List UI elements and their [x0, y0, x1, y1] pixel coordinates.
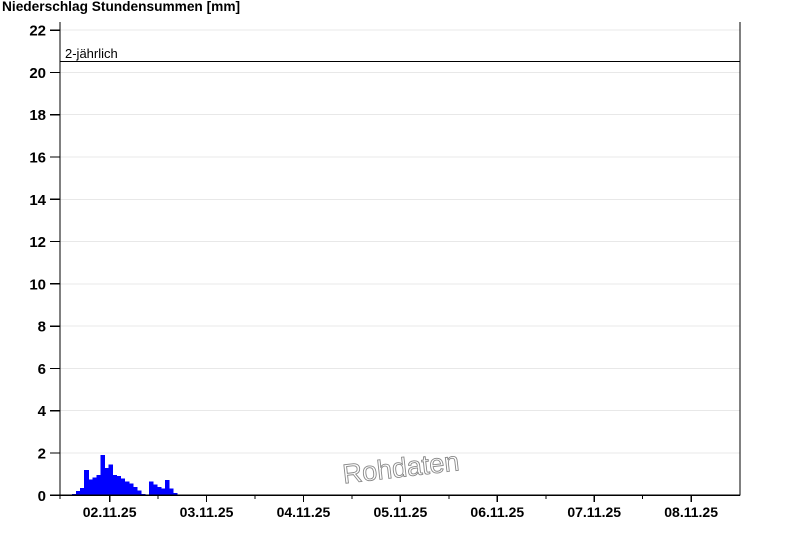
- svg-text:2: 2: [38, 445, 46, 462]
- svg-text:18: 18: [29, 107, 46, 124]
- svg-text:05.11.25: 05.11.25: [374, 504, 428, 520]
- svg-text:4: 4: [38, 403, 47, 420]
- svg-text:04.11.25: 04.11.25: [277, 504, 331, 520]
- svg-text:14: 14: [29, 192, 46, 209]
- svg-text:8: 8: [38, 319, 46, 336]
- svg-text:22: 22: [29, 23, 46, 40]
- svg-text:02.11.25: 02.11.25: [83, 504, 137, 520]
- svg-text:16: 16: [29, 150, 46, 167]
- svg-text:0: 0: [38, 488, 46, 505]
- svg-text:07.11.25: 07.11.25: [567, 504, 621, 520]
- svg-text:12: 12: [29, 234, 46, 251]
- svg-text:6: 6: [38, 361, 46, 378]
- svg-text:08.11.25: 08.11.25: [664, 504, 718, 520]
- svg-text:06.11.25: 06.11.25: [470, 504, 524, 520]
- svg-text:03.11.25: 03.11.25: [180, 504, 234, 520]
- svg-text:20: 20: [29, 65, 46, 82]
- svg-text:10: 10: [29, 276, 46, 293]
- svg-text:2-jährlich: 2-jährlich: [65, 46, 118, 61]
